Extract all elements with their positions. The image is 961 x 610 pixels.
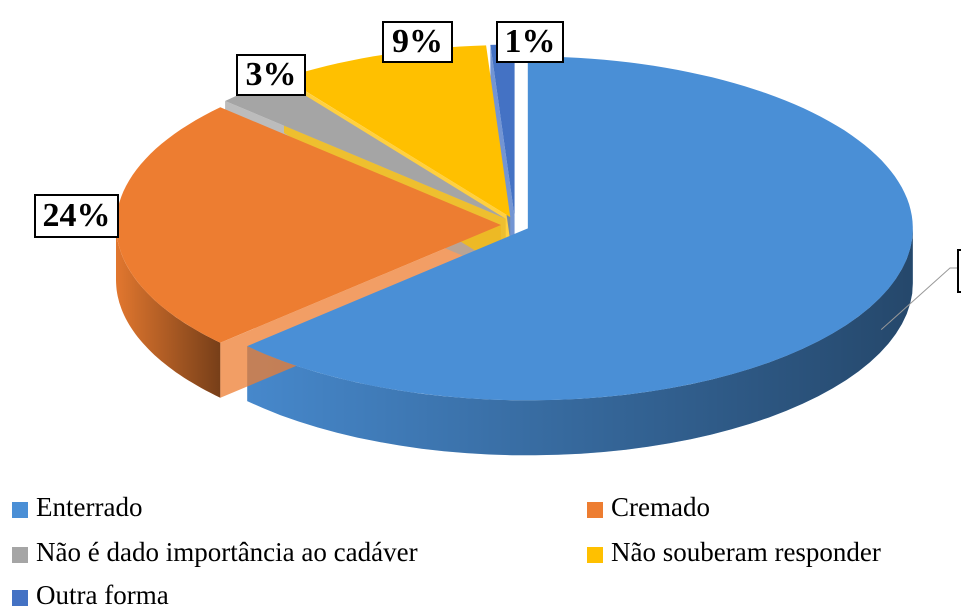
slice (225, 79, 506, 219)
slice (284, 45, 511, 218)
label-box (957, 249, 961, 293)
label-box (236, 54, 306, 96)
leader-line (880, 267, 958, 331)
slice (116, 107, 501, 343)
legend-label: Enterrado (36, 492, 142, 522)
slice (490, 44, 515, 217)
label-box (34, 194, 119, 238)
legend-swatch (12, 547, 28, 563)
legend-swatch (587, 502, 603, 518)
legend-label: Não é dado importância ao cadáver (36, 537, 418, 567)
legend: Enterrado Cremado Não é dado importância a… (12, 492, 881, 610)
slice-side-shade (247, 228, 913, 456)
label-box (496, 21, 564, 63)
legend-swatch (12, 502, 28, 518)
data-label: 24% (43, 197, 111, 234)
legend-label: Cremado (611, 492, 710, 522)
slice-side-shade (116, 225, 221, 398)
data-label: 9% (392, 23, 443, 60)
data-labels: 24% 3% 9% 1% (34, 21, 961, 331)
pie (116, 44, 913, 456)
legend-swatch (587, 547, 603, 563)
data-label: 3% (246, 56, 297, 93)
slice (247, 56, 913, 401)
legend-label: Não souberam responder (611, 537, 881, 567)
label-box (382, 21, 453, 63)
data-label: 1% (505, 23, 556, 60)
legend-swatch (12, 590, 28, 606)
legend-label: Outra forma (36, 580, 169, 610)
